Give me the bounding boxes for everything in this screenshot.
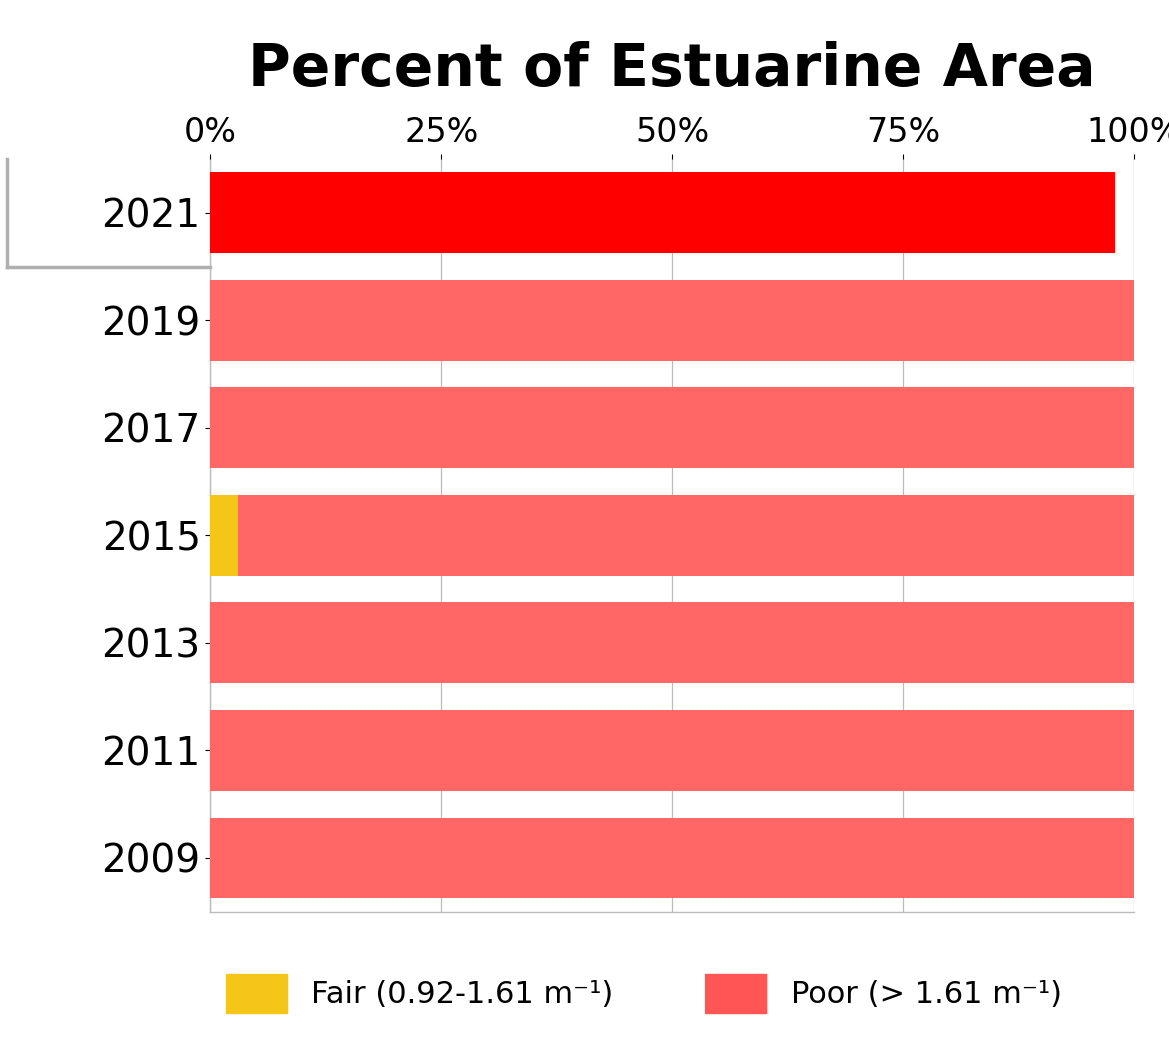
Bar xyxy=(238,495,1134,576)
Bar xyxy=(210,173,1115,253)
Bar xyxy=(210,495,238,576)
Bar xyxy=(210,817,1134,898)
Bar xyxy=(210,602,1134,683)
Bar xyxy=(210,710,1134,791)
Bar xyxy=(210,388,1134,469)
Title: Percent of Estuarine Area: Percent of Estuarine Area xyxy=(248,40,1097,98)
Bar xyxy=(210,280,1134,360)
Legend: Fair (0.92-1.61 m⁻¹), Poor (> 1.61 m⁻¹): Fair (0.92-1.61 m⁻¹), Poor (> 1.61 m⁻¹) xyxy=(226,974,1061,1013)
